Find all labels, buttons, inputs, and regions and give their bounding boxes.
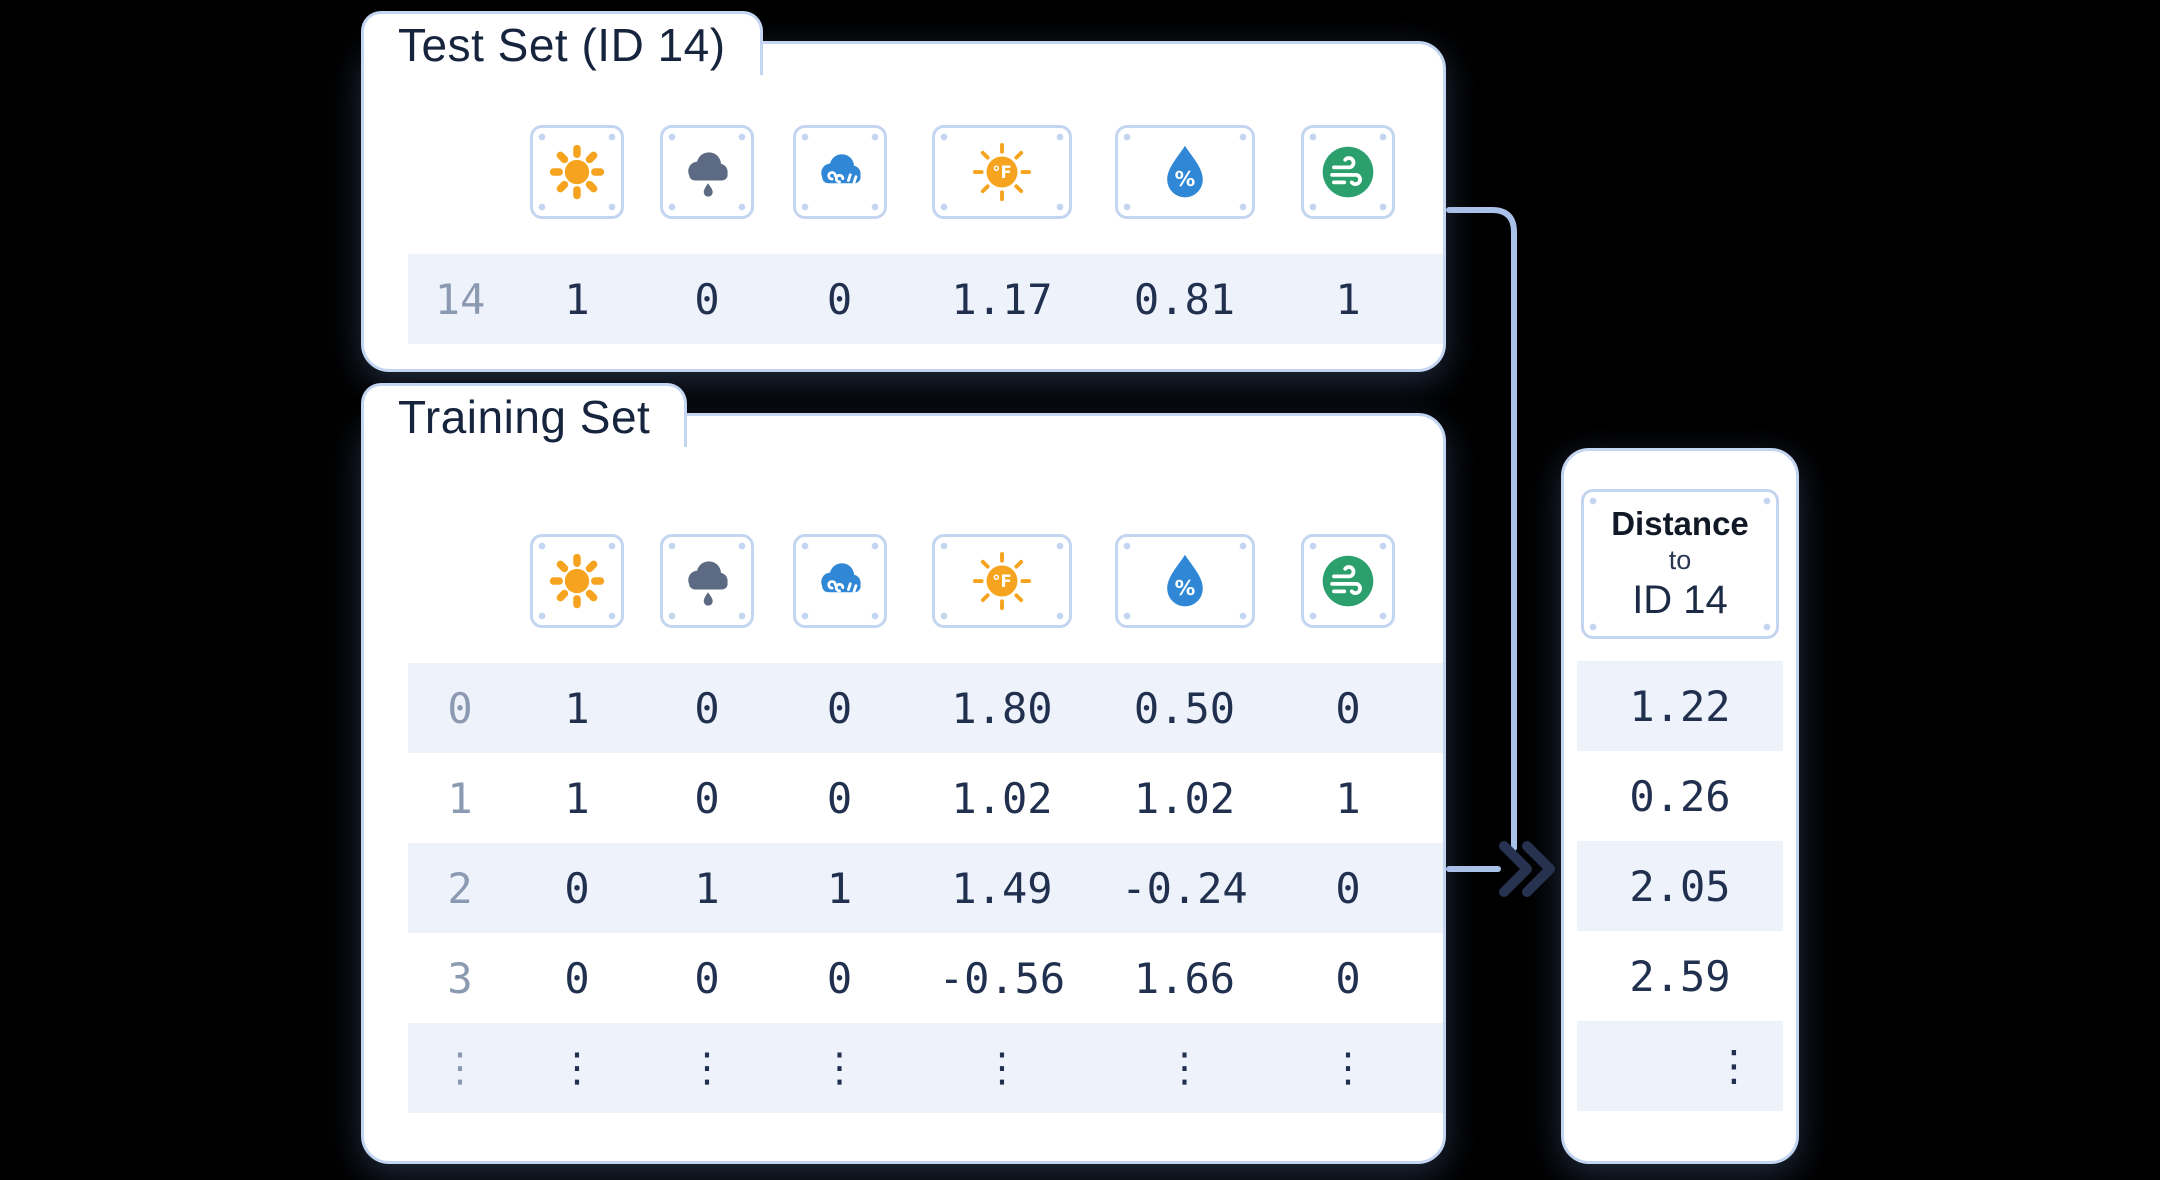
table-row: 2 0 1 1 1.49 -0.24 0 <box>408 843 1443 933</box>
cell-value: 0 <box>564 953 590 1003</box>
ellipsis: ⋮ <box>1328 1045 1368 1091</box>
cell-value: 1.80 <box>951 683 1053 733</box>
ellipsis: ⋮ <box>819 1045 860 1091</box>
sun-icon <box>530 534 624 628</box>
cell-value: 1 <box>694 863 720 913</box>
cell-value: 1.49 <box>951 863 1053 913</box>
wind-icon <box>1301 125 1395 219</box>
cell-value: 0 <box>826 683 853 733</box>
humidity-percent-icon: % <box>1114 534 1255 628</box>
cell-value: 0 <box>694 274 720 324</box>
ellipsis: ⋮ <box>557 1045 597 1091</box>
distance-header-card: Distance to ID 14 <box>1581 489 1779 639</box>
training-set-title-tab: Training Set <box>361 383 688 447</box>
cell-value: 0 <box>694 773 720 823</box>
distance-header-target: ID 14 <box>1632 578 1728 622</box>
cell-value: 1 <box>1335 773 1361 823</box>
cell-value: 1 <box>564 274 590 324</box>
temperature-f-icon: °F <box>932 534 1072 628</box>
cell-value: 0 <box>1335 683 1361 733</box>
cell-value: 1 <box>564 683 590 733</box>
training-feature-icons-row: °F % <box>408 533 1443 629</box>
cell-value: 0 <box>826 953 853 1003</box>
temperature-f-icon: °F <box>932 125 1072 219</box>
distance-header-title: Distance <box>1611 505 1749 542</box>
test-row: 14 1 0 0 1.17 0.81 1 <box>408 254 1443 344</box>
ellipsis: ⋮ <box>982 1045 1022 1091</box>
cell-value: 1.02 <box>951 773 1053 823</box>
connector-line <box>1446 207 1517 851</box>
table-row: 0 1 0 0 1.80 0.50 0 <box>408 663 1443 753</box>
training-set-panel: Training Set <box>361 383 1446 1164</box>
cell-value: 1.17 <box>951 274 1053 324</box>
ellipsis: ⋮ <box>1164 1045 1205 1091</box>
row-id: 2 <box>447 863 473 913</box>
cell-value: 0 <box>694 683 720 733</box>
sleet-cloud-icon <box>792 534 887 628</box>
cell-value: 1.66 <box>1133 953 1236 1003</box>
humidity-percent-icon: % <box>1114 125 1255 219</box>
ellipsis: ⋮ <box>687 1045 727 1091</box>
svg-text:%: % <box>1174 167 1195 191</box>
wind-icon <box>1301 534 1395 628</box>
cell-value: 1 <box>564 773 590 823</box>
test-feature-icons-row: °F % <box>408 124 1443 220</box>
rain-cloud-icon <box>660 125 754 219</box>
distance-value: 0.26 <box>1629 771 1731 821</box>
cell-value: 1 <box>1335 274 1361 324</box>
sleet-cloud-icon <box>792 125 887 219</box>
double-chevron-right-icon <box>1499 841 1555 897</box>
distance-values: 1.22 0.26 2.05 2.59 ⋮ <box>1564 661 1796 1111</box>
test-set-title-tab: Test Set (ID 14) <box>361 11 763 75</box>
table-row: 3 0 0 0 -0.56 1.66 0 <box>408 933 1443 1023</box>
svg-text:°F: °F <box>992 163 1011 182</box>
cell-value: 0 <box>826 274 853 324</box>
test-set-panel: Test Set (ID 14) <box>361 11 1446 372</box>
cell-value: 0.50 <box>1133 683 1236 733</box>
test-set-title: Test Set (ID 14) <box>398 18 726 71</box>
cell-value: 0 <box>564 863 590 913</box>
distance-value: 1.22 <box>1577 661 1783 751</box>
cell-value: 0 <box>694 953 720 1003</box>
cell-value: 0 <box>1335 863 1361 913</box>
distance-panel: Distance to ID 14 1.22 0.26 2.05 2.59 ⋮ <box>1561 448 1799 1164</box>
training-set-title: Training Set <box>398 390 651 443</box>
cell-value: -0.24 <box>1121 863 1248 913</box>
distance-value: 2.59 <box>1629 951 1731 1001</box>
row-id: 14 <box>434 274 486 324</box>
ellipsis: ⋮ <box>440 1045 480 1091</box>
svg-text:%: % <box>1174 576 1195 600</box>
cell-value: 0.81 <box>1133 274 1236 324</box>
sun-icon <box>530 125 624 219</box>
cell-value: 1.02 <box>1133 773 1236 823</box>
distance-value: 2.05 <box>1577 841 1783 931</box>
cell-value: -0.56 <box>938 953 1066 1003</box>
ellipsis: ⋮ <box>1577 1021 1783 1111</box>
row-id: 1 <box>447 773 473 823</box>
cell-value: 1 <box>826 863 853 913</box>
row-id: 3 <box>447 953 473 1003</box>
ellipsis-row: ⋮ ⋮ ⋮ ⋮ ⋮ ⋮ ⋮ <box>408 1023 1443 1113</box>
cell-value: 0 <box>826 773 853 823</box>
row-id: 0 <box>447 683 473 733</box>
rain-cloud-icon <box>660 534 754 628</box>
svg-text:°F: °F <box>992 572 1011 591</box>
cell-value: 0 <box>1335 953 1361 1003</box>
distance-header-to: to <box>1668 545 1692 575</box>
table-row: 1 1 0 0 1.02 1.02 1 <box>408 753 1443 843</box>
